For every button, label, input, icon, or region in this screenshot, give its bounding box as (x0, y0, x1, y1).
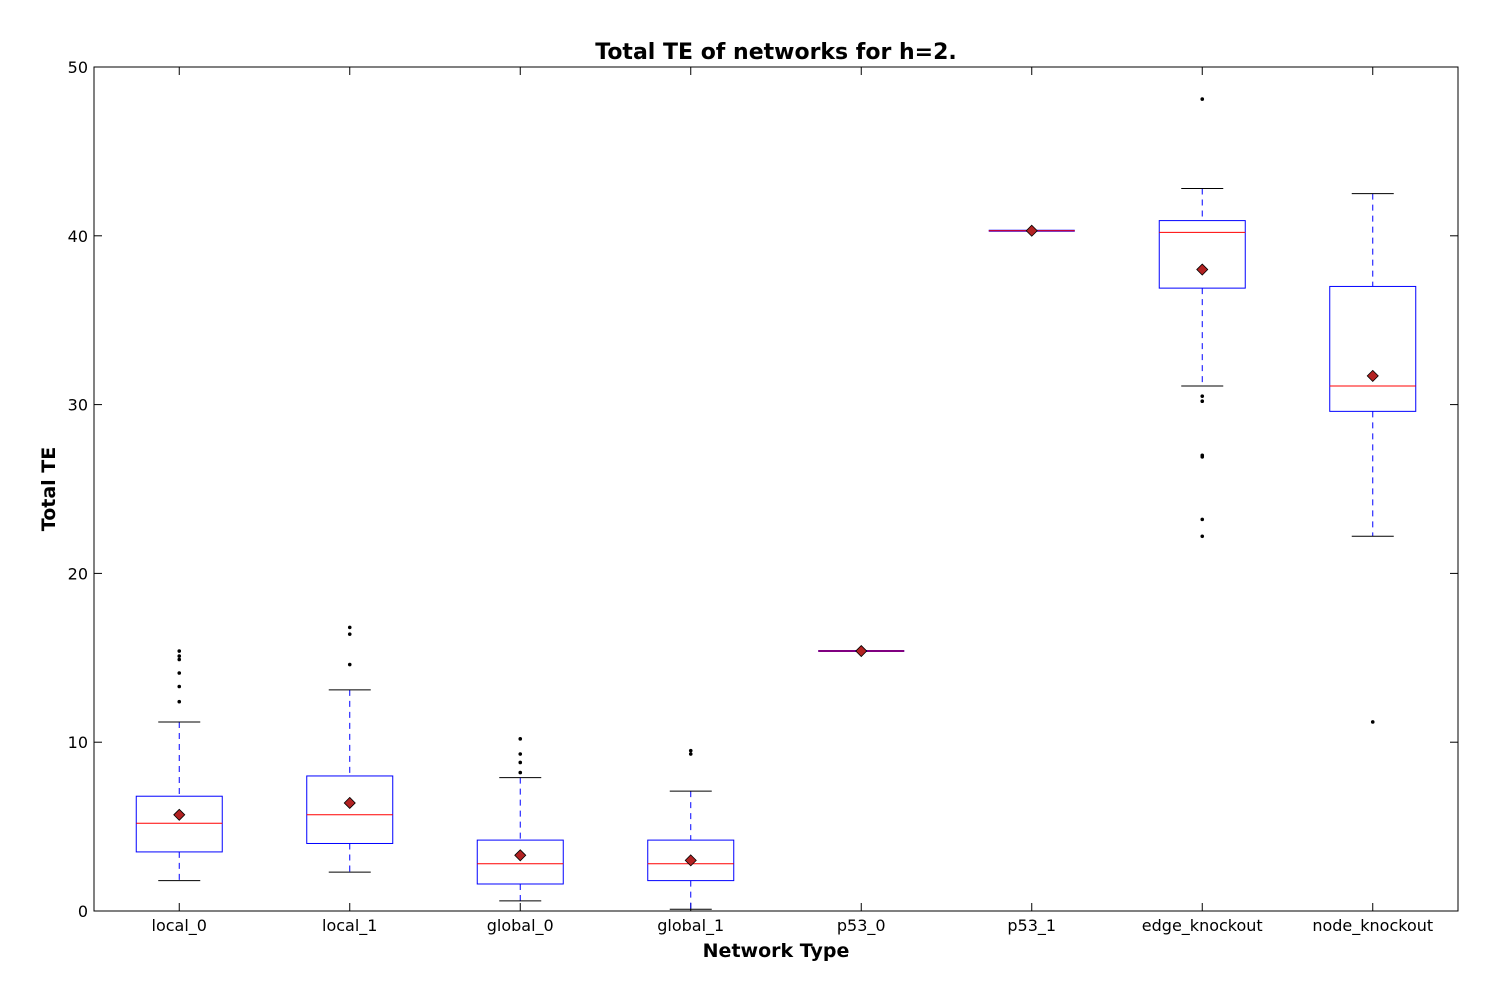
iqr-box (647, 839, 735, 882)
chart-title: Total TE of networks for h=2. (595, 40, 957, 65)
y-tick-label: 20 (68, 564, 88, 583)
outlier-point (347, 632, 352, 636)
x-tick-label: edge_knockout (1142, 916, 1263, 936)
outlier-point (177, 684, 182, 689)
y-tick-label: 30 (68, 396, 88, 415)
x-axis-label: Network Type (703, 940, 850, 962)
outlier-point (688, 752, 693, 756)
y-axis: 0 10 20 30 40 50 (68, 58, 1458, 921)
outlier-point (177, 671, 182, 675)
mean-marker (514, 849, 527, 862)
x-tick-label: local_0 (152, 916, 207, 936)
x-tick-label: global_1 (657, 916, 724, 936)
x-tick-label: global_0 (487, 916, 554, 936)
mean-marker (173, 808, 186, 821)
outlier-point (688, 748, 693, 753)
outlier-point (347, 625, 352, 630)
mean-marker (343, 796, 356, 810)
outlier-point (1200, 394, 1205, 398)
plot-area (93, 66, 1459, 912)
box-global_1 (647, 748, 735, 910)
y-tick-label: 10 (68, 733, 88, 752)
box-global_0 (476, 737, 564, 902)
x-axis: local_0 local_1 global_0 global_1 p53_0 p53_1… (152, 67, 1433, 936)
outlier-point (177, 699, 182, 704)
boxes-layer (135, 97, 1417, 910)
mean-marker (684, 854, 697, 867)
outlier-point (1200, 97, 1205, 101)
box-node_knockout (1329, 193, 1417, 724)
outlier-point (518, 737, 523, 741)
iqr-box (1158, 220, 1246, 289)
y-tick-label: 0 (78, 902, 88, 921)
mean-marker (1366, 369, 1379, 382)
y-axis-label: Total TE (38, 447, 60, 531)
iqr-box (1329, 285, 1417, 412)
outlier-point (1200, 399, 1205, 404)
mean-marker (1025, 224, 1038, 237)
iqr-box (476, 839, 564, 885)
box-p53_0 (818, 644, 905, 658)
outlier-point (518, 760, 523, 765)
outlier-point (177, 657, 182, 662)
outlier-point (1200, 453, 1205, 458)
outlier-point (347, 662, 352, 667)
y-tick-label: 50 (68, 58, 88, 77)
iqr-box (135, 795, 223, 853)
mean-marker (1196, 263, 1209, 276)
outlier-point (177, 649, 182, 653)
outlier-point (1370, 720, 1375, 724)
x-tick-label: node_knockout (1312, 916, 1433, 936)
outlier-point (518, 752, 523, 756)
box-local_0 (135, 649, 223, 882)
box-local_1 (306, 625, 394, 873)
iqr-box (306, 775, 394, 844)
box-p53_1 (988, 224, 1075, 237)
y-tick-label: 40 (68, 227, 88, 246)
outlier-point (1200, 517, 1205, 522)
outlier-point (177, 654, 182, 658)
x-tick-label: p53_0 (837, 916, 886, 936)
x-tick-label: p53_1 (1007, 916, 1056, 936)
outlier-point (518, 770, 523, 775)
box-edge_knockout (1158, 97, 1246, 539)
x-tick-label: local_1 (322, 916, 377, 936)
outlier-point (1200, 534, 1205, 539)
mean-marker (855, 644, 868, 658)
